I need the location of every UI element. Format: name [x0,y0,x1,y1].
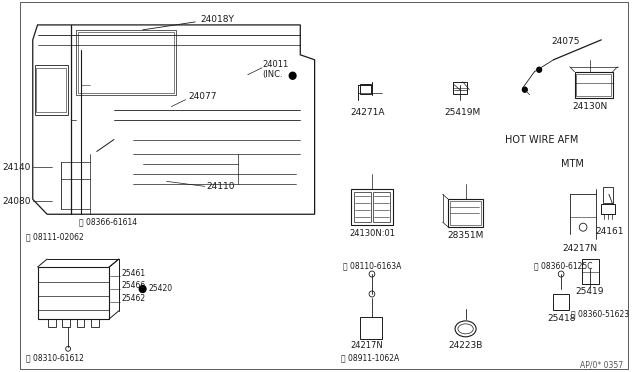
Text: 28351M: 28351M [447,231,484,240]
Text: 24217N: 24217N [563,244,598,253]
Text: 24075: 24075 [552,37,580,46]
Text: (INC.: (INC. [262,70,283,79]
Text: 25420: 25420 [148,285,173,294]
Text: 25418: 25418 [547,314,575,323]
Text: 24161: 24161 [596,227,624,236]
Text: 25461: 25461 [122,269,146,278]
Bar [554,294,569,310]
Text: 24011: 24011 [262,60,288,69]
Text: Ⓢ 08310-61612: Ⓢ 08310-61612 [26,354,84,363]
Text: 24130N:01: 24130N:01 [349,229,395,238]
Bar [351,189,393,225]
Bar [449,199,483,227]
Text: Ⓢ 08360-6125C: Ⓢ 08360-6125C [534,261,593,270]
Bar [77,32,174,93]
Bar [575,72,612,98]
Text: 24110: 24110 [207,182,235,191]
Text: AP/0* 0357: AP/0* 0357 [580,361,623,370]
Circle shape [522,87,527,92]
Text: Ⓢ 08360-51623: Ⓢ 08360-51623 [571,309,629,318]
Bar [36,68,66,112]
Circle shape [537,67,541,72]
Text: Ⓝ 08911-1062A: Ⓝ 08911-1062A [341,354,399,363]
Text: 25466: 25466 [122,282,146,291]
Text: 24080: 24080 [3,197,31,206]
Circle shape [140,285,146,292]
Text: 24140: 24140 [3,163,31,172]
Text: Ⓢ 08366-61614: Ⓢ 08366-61614 [79,217,137,226]
Text: Ⓑ 08111-02062: Ⓑ 08111-02062 [26,232,84,241]
Bar [35,65,68,115]
Circle shape [289,72,296,79]
Bar [360,317,381,339]
Text: 24130N: 24130N [572,102,607,110]
Text: 25462: 25462 [122,295,146,304]
Text: MTM: MTM [561,160,584,169]
Bar [577,74,611,96]
Bar [603,187,612,203]
Text: 24217N: 24217N [351,341,383,350]
Bar [76,30,176,94]
Text: HOT WIRE AFM: HOT WIRE AFM [506,135,579,145]
Bar [62,319,70,327]
Bar [91,319,99,327]
Text: 24077: 24077 [189,92,217,101]
Bar [373,192,390,222]
Bar [451,201,481,225]
Bar [354,192,371,222]
Text: 24223B: 24223B [449,341,483,350]
Text: Ⓑ 08110-6163A: Ⓑ 08110-6163A [343,261,402,270]
Text: 25419: 25419 [575,287,604,296]
Text: 24271A: 24271A [350,108,385,117]
Bar [453,82,467,94]
Bar [601,204,614,214]
Bar [48,319,56,327]
Text: 24018Y: 24018Y [200,15,234,25]
Text: 25419M: 25419M [445,108,481,117]
Bar [360,84,371,94]
Bar [77,319,84,327]
Bar [582,259,599,284]
